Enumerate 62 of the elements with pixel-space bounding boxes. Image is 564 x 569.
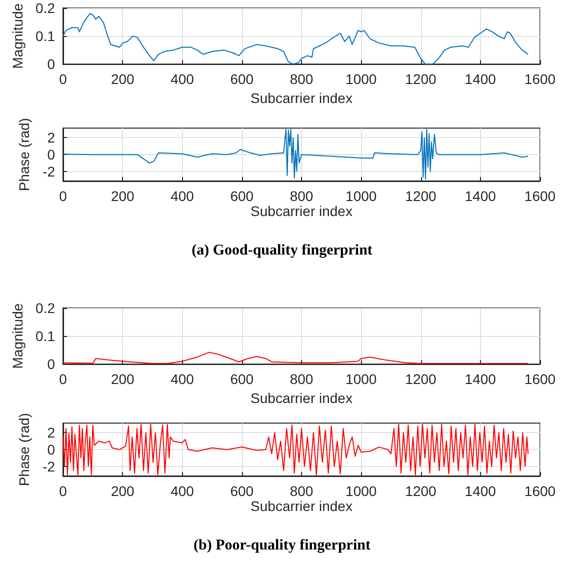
x-tick-label: 1000 [346,188,377,204]
y-tick-label: 0 [47,356,56,372]
line-series [62,352,529,364]
y-tick-label: 0 [47,56,56,72]
x-tick-label: 400 [170,71,194,88]
x-tick-label: 1200 [405,371,437,388]
x-tick-label: 1400 [464,188,496,204]
x-tick-label: 200 [110,188,135,204]
y-tick-label: 0.2 [36,0,56,16]
x-tick-label: 600 [230,71,254,88]
y-axis-title: Magnitude [10,3,26,69]
x-tick-label: 0 [59,371,68,388]
y-axis-title: Phase (rad) [16,412,32,486]
x-tick-label: 200 [110,483,135,499]
x-tick-label: 0 [59,71,68,88]
x-tick-label: 1200 [405,188,437,204]
x-tick-label: 800 [290,188,314,204]
y-tick-label: -2 [42,458,56,474]
x-axis-title: Subcarrier index [250,90,352,106]
line-series [62,13,529,65]
x-tick-label: 400 [170,371,194,388]
y-tick-label: -2 [42,163,56,180]
x-tick-label: 1200 [405,71,437,88]
x-axis-title: Subcarrier index [250,202,352,219]
y-tick-label: 0 [47,442,56,458]
x-tick-label: 1400 [464,483,496,499]
y-axis-title: Phase (rad) [16,118,32,192]
x-tick-label: 800 [290,371,314,388]
text: (b) Poor-quality fingerprint [194,538,370,554]
x-tick-label: 800 [290,483,314,499]
x-tick-label: 1400 [464,371,496,388]
y-tick-label: 0.1 [36,328,56,344]
y-axis-title: Magnitude [10,303,26,369]
x-tick-label: 1000 [346,71,377,88]
x-tick-label: 400 [170,483,194,499]
x-tick-label: 200 [110,71,135,88]
x-tick-label: 600 [230,483,254,499]
x-axis-title: Subcarrier index [250,498,352,514]
x-tick-label: 1200 [405,483,437,499]
x-tick-label: 800 [290,71,314,88]
x-tick-label: 1600 [524,483,556,499]
text: (a) Good-quality fingerprint [192,242,372,258]
x-tick-label: 1400 [464,71,496,88]
x-tick-label: 0 [59,483,68,499]
x-tick-label: 1000 [346,483,377,499]
line-series [62,424,529,476]
x-tick-label: 1600 [524,188,556,204]
x-tick-label: 600 [230,188,254,204]
x-tick-label: 1600 [524,371,556,388]
y-tick-label: 0.1 [36,28,56,44]
x-axis-title: Subcarrier index [250,390,352,406]
x-tick-label: 1000 [346,371,377,388]
x-tick-label: 400 [170,188,194,204]
x-tick-label: 600 [230,371,254,388]
x-tick-label: 1600 [524,71,556,88]
y-tick-label: 2 [47,424,56,441]
y-tick-label: 2 [47,130,56,146]
y-tick-label: 0.2 [36,300,56,316]
x-tick-label: 200 [110,371,135,388]
x-tick-label: 0 [59,188,68,204]
line-series [62,128,529,180]
y-tick-label: 0 [47,146,56,163]
